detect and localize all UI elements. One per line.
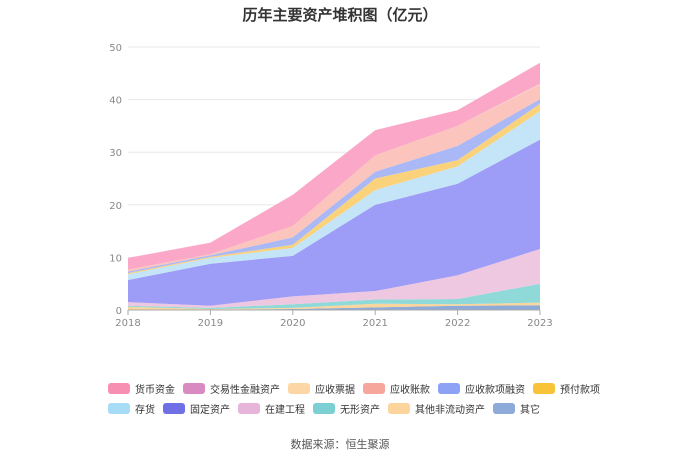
legend-swatch [108,382,130,394]
legend-label: 交易性金融资产 [210,384,280,396]
legend-label: 其它 [520,404,540,416]
legend-item[interactable]: 货币资金 [108,381,175,396]
area-series-2 [128,283,540,309]
legend-row-1: 货币资金 交易性金融资产 应收票据 应收账款 应收款项融资 预付款项 [108,378,608,398]
legend-swatch [493,402,515,414]
legend-item[interactable]: 交易性金融资产 [183,381,280,396]
legend-swatch [388,402,410,414]
area-series-3 [128,248,540,308]
y-tick-label: 20 [109,201,122,212]
legend-label: 应收款项融资 [465,384,525,396]
legend-label: 无形资产 [340,404,380,416]
y-tick-label: 30 [109,148,122,159]
x-tick-label: 2018 [115,318,140,329]
area-series-11 [128,62,540,270]
legend-label: 应收账款 [390,384,430,396]
legend-swatch [313,402,335,414]
legend-item[interactable]: 应收账款 [363,381,430,396]
legend-item[interactable]: 在建工程 [238,401,305,416]
legend-item[interactable]: 预付款项 [533,381,600,396]
legend-item[interactable]: 应收款项融资 [438,381,525,396]
area-series-4 [128,139,540,306]
y-tick-label: 40 [109,96,122,107]
legend-swatch [183,382,205,394]
data-source: 数据来源：恒生聚源 [290,438,390,451]
y-tick-label: 0 [116,306,122,317]
legend-item[interactable]: 固定资产 [163,401,230,416]
legend-swatch [533,382,555,394]
x-tick-label: 2019 [198,318,223,329]
legend-swatch [108,402,130,414]
y-tick-label: 50 [109,43,122,54]
legend-item[interactable]: 应收票据 [288,381,355,396]
legend-swatch [163,402,185,414]
legend-item[interactable]: 其他非流动资产 [388,401,485,416]
legend-swatch [238,402,260,414]
y-tick-label: 10 [109,253,122,264]
legend-item[interactable]: 存货 [108,401,155,416]
legend-item[interactable]: 其它 [493,401,540,416]
legend-label: 预付款项 [560,384,600,396]
area-series-0 [128,305,540,310]
legend-label: 在建工程 [265,404,305,416]
stacked-area-chart: 0 10 20 30 40 50 2018 2019 2020 2021 2022 2023 [109,43,552,329]
x-tick-label: 2022 [445,318,470,329]
x-tick-label: 2023 [527,318,552,329]
legend-item[interactable]: 无形资产 [313,401,380,416]
area-series-1 [128,302,540,310]
legend-row-2: 存货 固定资产 在建工程 无形资产 其他非流动资产 其它 [108,398,608,418]
legend-label: 应收票据 [315,384,355,396]
chart-title: 历年主要资产堆积图（亿元） [242,6,438,24]
legend-label: 其他非流动资产 [415,404,485,416]
legend-swatch [363,382,385,394]
x-tick-label: 2020 [280,318,305,329]
legend-swatch [438,382,460,394]
x-tick-label: 2021 [362,318,387,329]
legend-swatch [288,382,310,394]
legend-label: 固定资产 [190,404,230,416]
legend: 货币资金 交易性金融资产 应收票据 应收账款 应收款项融资 预付款项 存货 固定资产 在建工程… [108,378,608,418]
legend-label: 存货 [135,404,155,416]
legend-label: 货币资金 [135,384,175,396]
